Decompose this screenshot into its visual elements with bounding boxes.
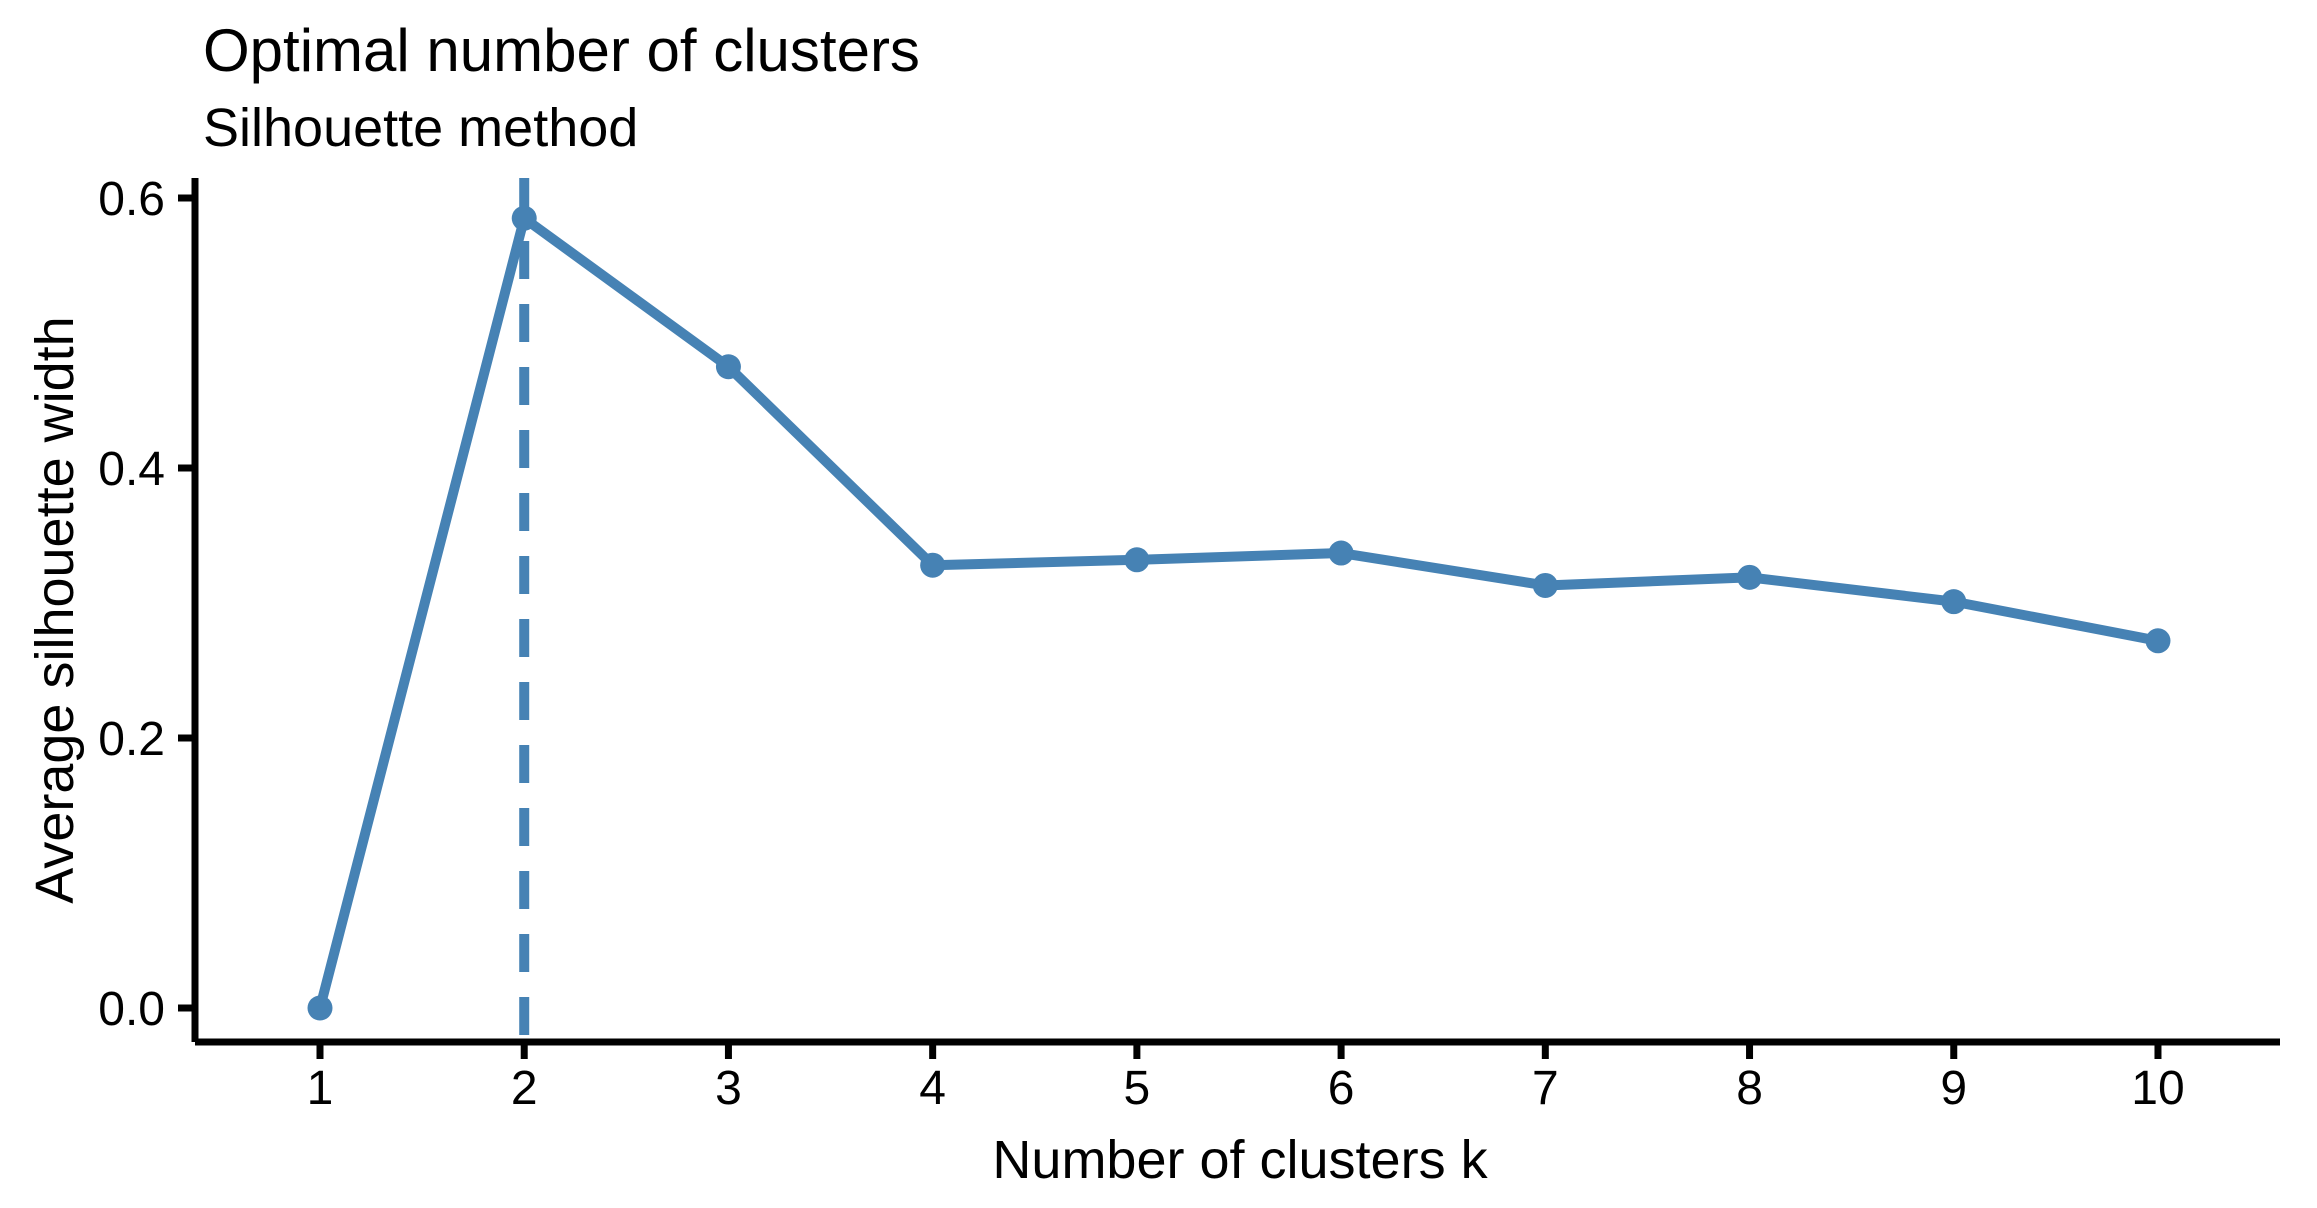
x-tick-label: 8	[1736, 1062, 1763, 1115]
y-axis-title: Average silhouette width	[25, 316, 85, 903]
data-point-k5	[1124, 547, 1150, 573]
data-point-k2	[511, 205, 537, 231]
data-point-k1	[307, 995, 333, 1021]
x-tick-label: 9	[1940, 1062, 1967, 1115]
ticks-layer: 0.0 0.2 0.4 0.6 1 2 3 4 5 6 7 8 9 10	[98, 173, 2184, 1115]
x-tick-label: 3	[715, 1062, 742, 1115]
data-point-k8	[1737, 564, 1763, 590]
data-point-k7	[1532, 572, 1558, 598]
data-point-k4	[920, 552, 946, 578]
data-point-k6	[1328, 540, 1354, 566]
y-tick-label: 0.6	[98, 173, 165, 226]
chart-title: Optimal number of clusters	[203, 17, 920, 84]
axes-layer	[191, 178, 2280, 1046]
data-point-k10	[2145, 628, 2171, 654]
series-layer	[307, 205, 2171, 1021]
x-tick-label: 7	[1532, 1062, 1559, 1115]
data-point-k3	[715, 354, 741, 380]
chart-subtitle: Silhouette method	[203, 98, 638, 158]
data-point-k9	[1941, 589, 1967, 615]
x-tick-label: 1	[307, 1062, 334, 1115]
silhouette-line	[315, 213, 2163, 1013]
y-tick-label: 0.4	[98, 443, 165, 496]
x-tick-label: 5	[1124, 1062, 1151, 1115]
y-tick-label: 0.0	[98, 983, 165, 1036]
x-tick-label: 2	[511, 1062, 538, 1115]
x-tick-label: 6	[1328, 1062, 1355, 1115]
y-tick-label: 0.2	[98, 713, 165, 766]
x-tick-label: 10	[2131, 1062, 2184, 1115]
x-axis-title: Number of clusters k	[992, 1130, 1488, 1190]
x-tick-label: 4	[919, 1062, 946, 1115]
